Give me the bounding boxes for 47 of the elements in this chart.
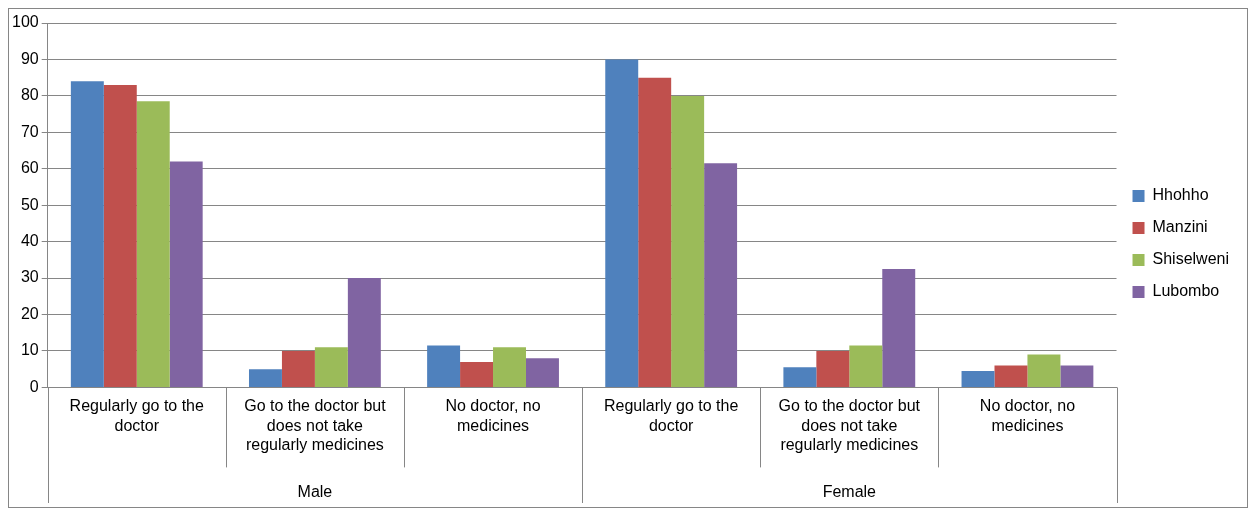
bar [783, 367, 817, 387]
bar [103, 84, 137, 387]
x-tick-label: Go to the doctor but does not take regularly medicines [244, 397, 387, 453]
y-tick-label: 60 [20, 159, 39, 177]
bar [281, 350, 315, 387]
bar [704, 163, 738, 387]
bar [671, 95, 705, 387]
bar [493, 347, 526, 387]
y-tick-label: 10 [20, 341, 39, 359]
text: Female [822, 483, 877, 501]
bar [1027, 354, 1061, 387]
bar [1060, 365, 1094, 387]
y-tick-label: 20 [20, 304, 39, 322]
x-tick-label: Regularly go to the doctor [604, 397, 739, 434]
bar [605, 59, 639, 387]
legend-label: Shiselweni [1152, 250, 1229, 268]
y-tick-label: 0 [29, 377, 39, 395]
bar [427, 345, 461, 387]
x-tick-label: Go to the doctor but does not take regularly medicines [778, 397, 921, 453]
bar [347, 278, 381, 387]
y-tick-label: 90 [20, 49, 39, 67]
bar [169, 161, 203, 387]
legend-label: Manzini [1152, 218, 1208, 236]
bar [248, 369, 282, 387]
y-tick-label: 40 [20, 232, 39, 250]
bar [525, 358, 559, 387]
bar [638, 77, 672, 387]
x-tick-label: No doctor, no medicines [979, 397, 1076, 434]
y-tick-label: 30 [20, 268, 39, 286]
bar [136, 101, 170, 387]
y-tick-label: 80 [20, 86, 39, 104]
bar [70, 81, 104, 387]
y-tick-label: 70 [20, 122, 39, 140]
text: Male [297, 483, 333, 501]
bar [961, 371, 995, 387]
legend-label: Hhohho [1152, 186, 1209, 204]
y-tick-label: 100 [11, 13, 39, 31]
bar [816, 350, 850, 387]
bar [314, 347, 348, 387]
x-tick-label: No doctor, no medicines [445, 397, 541, 434]
bar [994, 365, 1028, 387]
y-tick-label: 50 [20, 195, 39, 213]
bar [882, 268, 916, 387]
legend-label: Lubombo [1152, 282, 1220, 300]
bar [849, 345, 883, 387]
bar [460, 361, 494, 387]
x-tick-label: Regularly go to the doctor [69, 397, 205, 434]
